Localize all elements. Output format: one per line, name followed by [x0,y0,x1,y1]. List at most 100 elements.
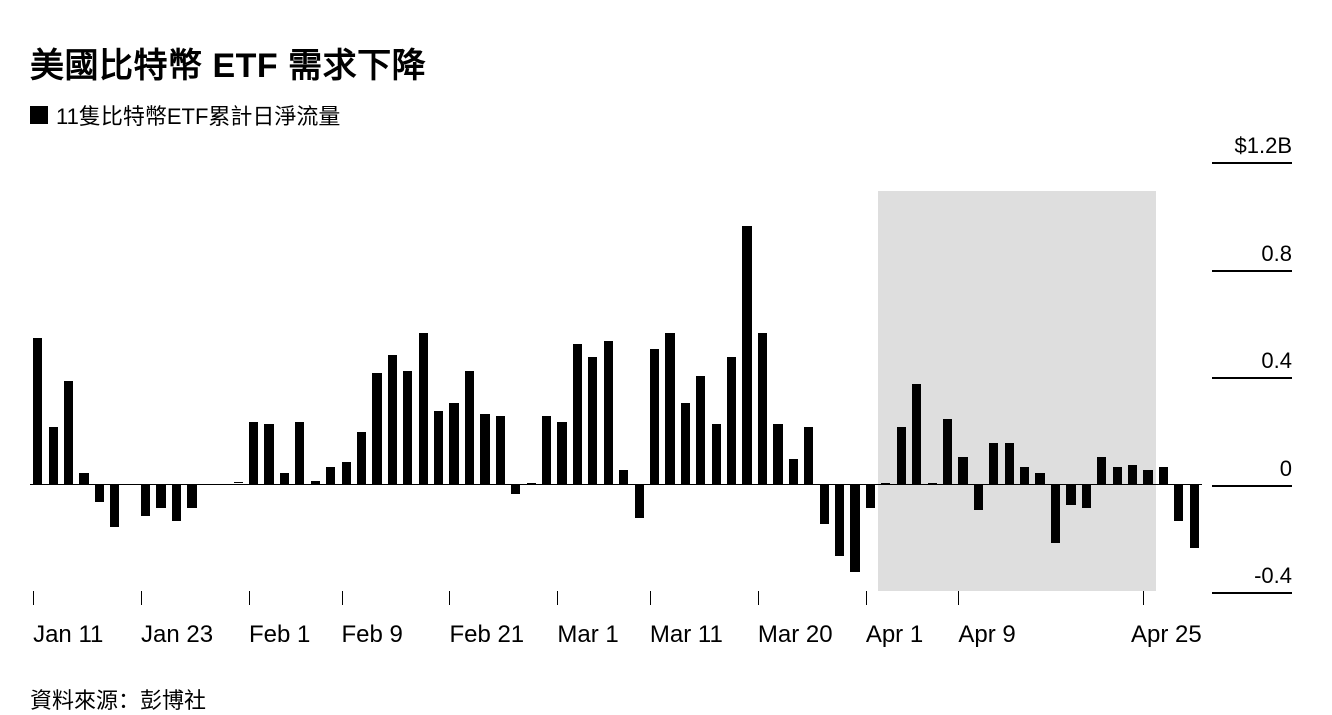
bar [773,424,782,483]
x-axis-label: Jan 11 [33,621,103,649]
bars-group [30,161,1202,591]
bar [496,416,505,483]
x-axis-labels: Jan 11 Jan 23 Feb 1 Feb 9 Feb 21 Mar 1 Mar 11 M… [30,621,1202,661]
x-axis-ticks [30,591,1292,605]
bar [1066,484,1075,506]
bar [326,467,335,483]
x-axis-tick [33,591,34,605]
bar [49,427,58,483]
bar [264,424,273,483]
bar [79,473,88,484]
bar [1143,470,1152,483]
x-axis-tick [758,591,759,605]
y-axis-labels: $1.2B0.80.40-0.4 [1212,161,1292,591]
bar [126,484,135,485]
bar [650,349,659,483]
bar [573,344,582,484]
bar [635,484,644,519]
x-axis-label: Feb 21 [449,621,524,649]
x-axis-label: Feb 9 [342,621,403,649]
x-axis-label: Apr 9 [958,621,1015,649]
bar [33,338,42,483]
bar [1005,443,1014,483]
bar [419,333,428,484]
bar [234,482,243,483]
x-axis-label: Mar 11 [650,621,723,649]
y-axis-label: 0.4 [1212,348,1292,379]
bar [388,355,397,484]
bar [1174,484,1183,522]
x-axis-label: Mar 20 [758,621,833,649]
bar [696,376,705,484]
bar [1159,467,1168,483]
x-axis-tick [557,591,558,605]
bar [989,443,998,483]
bar [311,481,320,484]
bar [64,381,73,483]
bar [958,457,967,484]
bar [527,483,536,484]
bar [434,411,443,484]
bar [372,373,381,483]
bar [1051,484,1060,543]
x-axis-tick [342,591,343,605]
bar [295,422,304,484]
bar [1082,484,1091,508]
chart-title: 美國比特幣 ETF 需求下降 [30,38,1292,87]
bar [619,470,628,483]
bar [681,403,690,484]
bar [665,333,674,484]
bar [511,484,520,495]
bar [480,414,489,484]
bar [449,403,458,484]
bar [95,484,104,503]
bar [866,484,875,508]
bar [187,484,196,508]
bar [604,341,613,483]
bar [542,416,551,483]
x-axis-tick [1143,591,1144,605]
bar [897,427,906,483]
y-axis-label: $1.2B [1212,133,1292,164]
x-axis-label: Apr 1 [866,621,923,649]
x-axis-tick [249,591,250,605]
x-axis-label: Mar 1 [557,621,618,649]
chart-container: 美國比特幣 ETF 需求下降 11隻比特幣ETF累計日淨流量 $1.2B 0.8 0… [0,0,1332,714]
bar [974,484,983,511]
bar [820,484,829,524]
y-axis-label: -0.4 [1212,563,1292,594]
bar [249,422,258,484]
bar [881,483,890,484]
bar [588,357,597,483]
bar [943,419,952,484]
bar [280,473,289,484]
bar [850,484,859,573]
y-axis-label: 0.8 [1212,241,1292,272]
bar [557,422,566,484]
bar [1035,473,1044,484]
bar [1128,465,1137,484]
bar [342,462,351,484]
bar [156,484,165,508]
x-axis-tick [141,591,142,605]
legend-label: 11隻比特幣ETF累計日淨流量 [56,99,340,131]
x-axis-tick [650,591,651,605]
bar [110,484,119,527]
x-axis-tick [866,591,867,605]
y-axis-label: 0 [1212,456,1292,487]
bar [727,357,736,483]
x-axis-label: Apr 25 [1131,621,1202,649]
bar [912,384,921,483]
x-axis-tick [958,591,959,605]
x-axis-label: Jan 23 [141,621,213,649]
bar [804,427,813,483]
bar [835,484,844,557]
bar [403,371,412,484]
legend: 11隻比特幣ETF累計日淨流量 [30,99,1292,131]
x-axis-tick [449,591,450,605]
x-axis-label: Feb 1 [249,621,310,649]
bar [465,371,474,484]
bar [1113,467,1122,483]
bar [203,484,212,485]
bar [758,333,767,484]
